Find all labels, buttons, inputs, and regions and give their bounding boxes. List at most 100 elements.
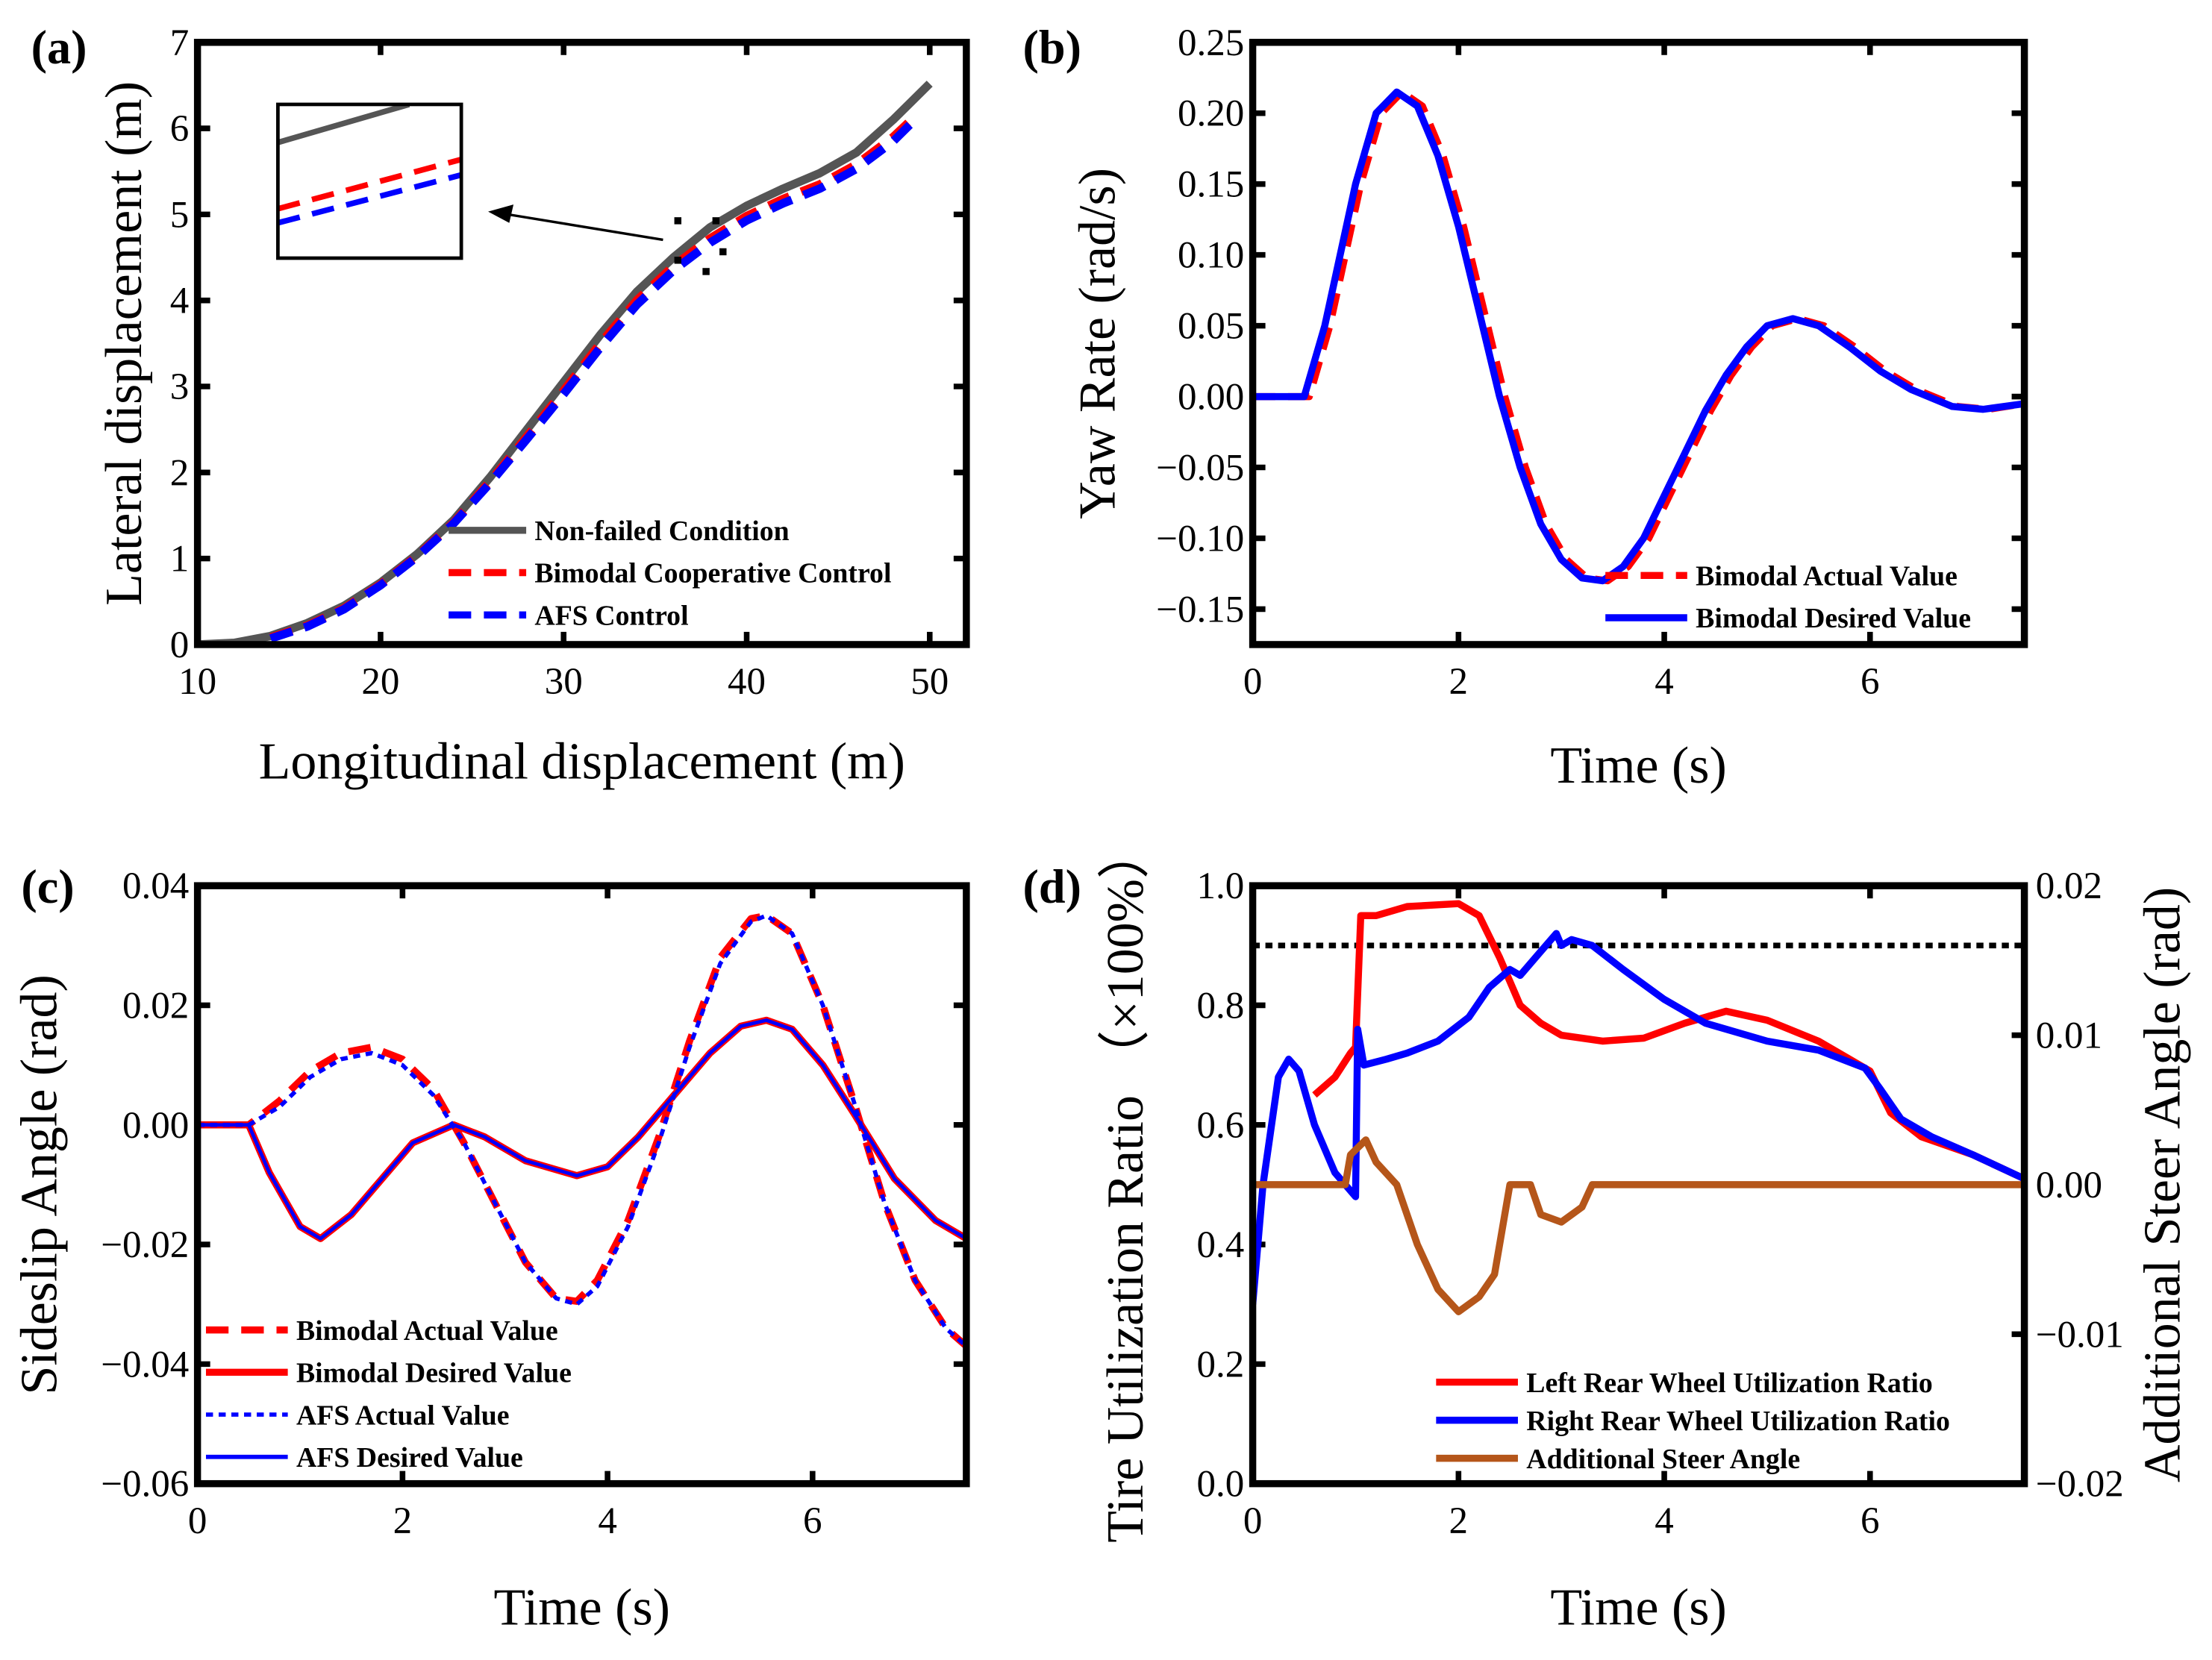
plot-frame [1249, 39, 2028, 648]
y-tick-label: 1.0 [1196, 865, 1244, 907]
series-group [1252, 88, 2025, 585]
series-group [1252, 900, 2025, 1315]
inset-line-afs [278, 172, 462, 226]
x-tick-label: 4 [1655, 1500, 1674, 1542]
plot-frame [193, 39, 970, 648]
y-tick-label: 0.10 [1178, 235, 1244, 277]
x-tick-label: 40 [728, 661, 766, 703]
y2-tick-label: 0.01 [2036, 1015, 2102, 1057]
y-tick-label: 7 [170, 22, 190, 64]
y-tick-label: 5 [170, 194, 190, 236]
series-line-2 [197, 913, 966, 1348]
x-tick-label: 6 [1860, 1500, 1880, 1542]
x-tick-label: 2 [393, 1500, 413, 1542]
y-tick-label: 0.15 [1178, 164, 1244, 206]
panel-c: 0 2 4 6 −0.06 −0.04 −0.02 0.00 0.02 0.04 Bimodal A… [11, 860, 970, 1637]
x-tick-label: 10 [178, 661, 216, 703]
y-tick-label: 0.00 [1178, 377, 1244, 419]
y-tick-label: 0.8 [1196, 985, 1244, 1027]
inset-line-bimodal [278, 157, 462, 212]
y-tick-label: 0.04 [122, 865, 189, 907]
y-tick-label: 0.2 [1196, 1344, 1244, 1385]
inset-line-nonfailed [278, 104, 410, 145]
legend-entry: AFS Control [534, 600, 688, 631]
y-tick-label: 6 [170, 108, 190, 150]
series-group [197, 912, 966, 1349]
panel-label: (d) [1022, 860, 1081, 913]
y-tick-label: 0.05 [1178, 306, 1244, 348]
legend-entry: Left Rear Wheel Utilization Ratio [1526, 1368, 1932, 1399]
x-tick-label: 50 [910, 661, 949, 703]
x-tick-label: 6 [1860, 661, 1880, 703]
y2-tick-label: 0.02 [2036, 865, 2102, 907]
x-tick-label: 2 [1449, 661, 1469, 703]
y-axis-title: Tire Utilization Ratio （×100%） [1097, 827, 1155, 1543]
zoom-region-marker [712, 217, 720, 225]
y-tick-label: 0.00 [122, 1105, 189, 1147]
y-tick-label: −0.05 [1156, 448, 1244, 489]
panel-label: (a) [31, 21, 87, 74]
panel-label: (b) [1022, 21, 1081, 74]
panel-d: 0 2 4 6 0.0 0.2 0.4 0.6 0.8 1.0 −0.02 −0.01 0.00 0.01… [1022, 827, 2191, 1637]
series-line-1 [1252, 930, 2025, 1305]
legend-entry: Non-failed Condition [534, 516, 789, 547]
x-tick-label: 0 [188, 1500, 207, 1542]
series-group [197, 81, 933, 645]
legend-entry: Bimodal Actual Value [1696, 561, 1958, 592]
zoom-region-marker [702, 268, 710, 275]
y-tick-label: 0.4 [1196, 1224, 1244, 1266]
legend-entry: Bimodal Desired Value [1696, 603, 1971, 634]
zoom-region-marker [719, 248, 727, 256]
y2-axis-title: Additional Steer Angle (rad) [2134, 887, 2192, 1482]
legend-entry: Bimodal Cooperative Control [534, 558, 891, 589]
y-tick-label: −0.04 [101, 1344, 189, 1385]
y2-tick-label: −0.01 [2036, 1314, 2124, 1356]
series-line-0 [1252, 88, 2025, 585]
y-tick-label: 0.0 [1196, 1464, 1244, 1506]
x-tick-label: 2 [1449, 1500, 1469, 1542]
x-axis-title: Time (s) [1550, 1579, 1726, 1637]
x-axis-title: Time (s) [1550, 737, 1726, 795]
x-tick-label: 4 [1655, 661, 1674, 703]
zoom-inset [276, 102, 727, 275]
legend-entry: Right Rear Wheel Utilization Ratio [1526, 1406, 1950, 1437]
panel-a: 10 20 30 40 50 0 1 2 3 4 5 6 7 Non-failed Condition Bi… [31, 21, 970, 791]
series-line-2 [1252, 1136, 2025, 1315]
plot-frame [193, 882, 970, 1488]
x-tick-label: 30 [545, 661, 583, 703]
y-tick-label: 1 [170, 539, 190, 580]
y-tick-label: 0 [170, 624, 190, 666]
zoom-region-marker [674, 257, 682, 264]
x-tick-label: 4 [598, 1500, 617, 1542]
y-tick-label: 2 [170, 452, 190, 494]
legend-entry: AFS Desired Value [296, 1442, 523, 1473]
y2-tick-label: −0.02 [2036, 1464, 2124, 1506]
y-tick-label: 3 [170, 366, 190, 408]
x-axis-title: Time (s) [494, 1579, 670, 1637]
series-line-3 [197, 1018, 966, 1241]
legend-entry: Bimodal Actual Value [296, 1315, 558, 1347]
y-tick-label: 0.02 [122, 985, 189, 1027]
series-line-1 [197, 1016, 966, 1242]
y-tick-label: −0.06 [101, 1464, 189, 1506]
x-tick-label: 0 [1243, 1500, 1263, 1542]
panel-b: 0 2 4 6 −0.15 −0.10 −0.05 0.00 0.05 0.10 0.15 0.20 0… [1022, 21, 2028, 795]
arrow-head-icon [488, 204, 514, 223]
y-tick-label: 0.25 [1178, 22, 1244, 64]
y-axis-title: Sideslip Angle (rad) [11, 974, 69, 1394]
y-axis-title: Lateral displacement (m) [96, 81, 153, 606]
y-axis-title: Yaw Rate (rad/s) [1069, 168, 1126, 519]
y-tick-label: 4 [170, 281, 190, 322]
legend-entry: Additional Steer Angle [1526, 1444, 1800, 1475]
panel-label: (c) [21, 860, 74, 913]
series-line-2 [269, 120, 915, 643]
inset-frame [276, 102, 463, 260]
y-tick-label: 0.20 [1178, 93, 1244, 135]
y-tick-label: 0.6 [1196, 1105, 1244, 1147]
legend-entry: AFS Actual Value [296, 1400, 510, 1431]
y-tick-label: −0.10 [1156, 518, 1244, 560]
y-tick-label: −0.02 [101, 1224, 189, 1266]
series-line-0 [197, 912, 966, 1349]
legend-entry: Bimodal Desired Value [296, 1358, 572, 1389]
